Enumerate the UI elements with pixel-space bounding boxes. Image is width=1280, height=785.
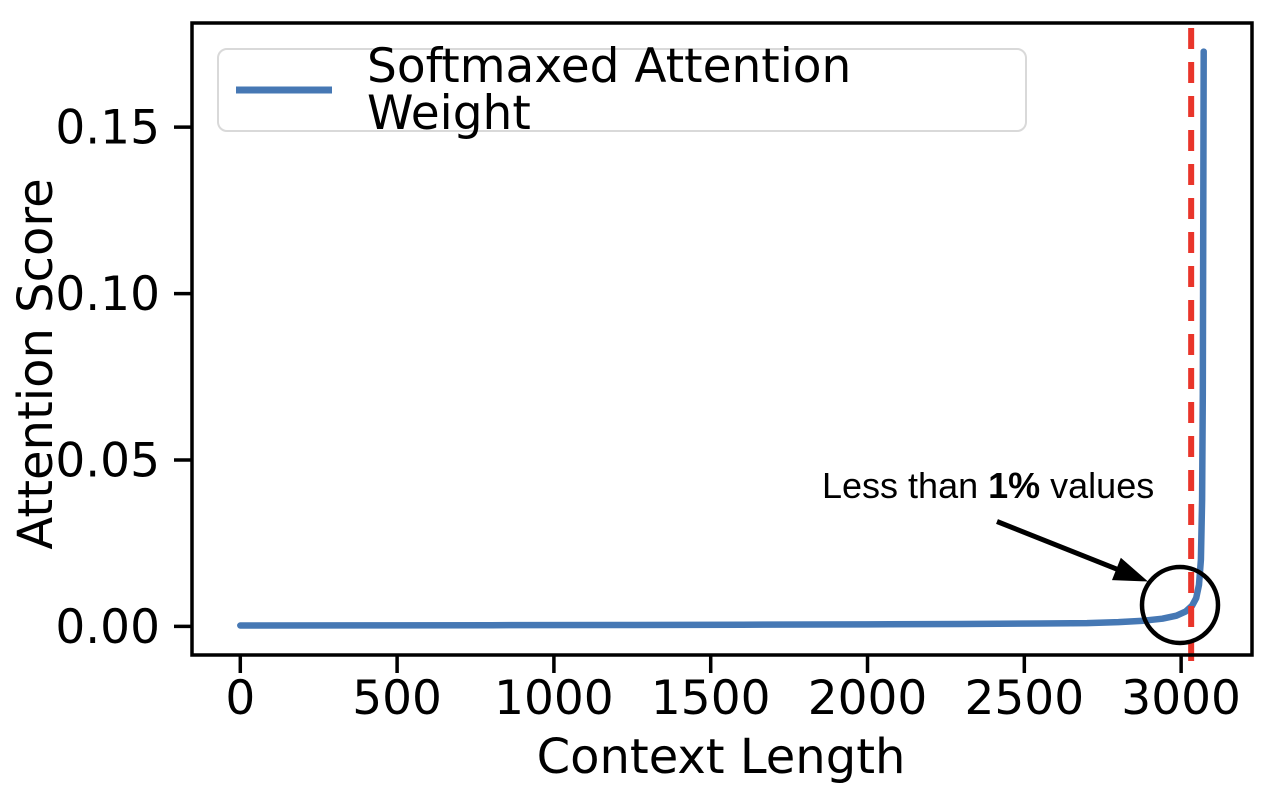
x-axis-label: Context Length <box>536 729 906 785</box>
series-line-softmaxed-attention-weight <box>237 48 1207 629</box>
x-tick-label: 1000 <box>494 671 614 726</box>
x-tick-label: 1500 <box>651 671 771 726</box>
y-tick-label: 0.15 <box>55 101 160 156</box>
x-tick-label: 0 <box>225 671 255 726</box>
annotation-text-suffix: values <box>1040 465 1155 506</box>
y-tick-label: 0.05 <box>55 433 160 488</box>
legend: Softmaxed Attention Weight <box>217 43 1027 137</box>
legend-label: Softmaxed Attention Weight <box>367 39 852 141</box>
legend-line-icon <box>236 86 332 94</box>
plot-frame <box>190 21 1254 657</box>
annotation-arrow-shaft <box>996 519 1122 573</box>
x-tick-label: 500 <box>352 671 442 726</box>
annotation-text-bold: 1% <box>988 465 1041 506</box>
x-tick-label: 2000 <box>808 671 928 726</box>
annotation-text: Less than 1% values <box>822 468 1154 504</box>
annotation-circle <box>1139 564 1221 646</box>
y-tick-label: 0.00 <box>55 600 160 655</box>
y-tick-label: 0.10 <box>55 267 160 322</box>
y-axis-label: Attention Score <box>8 178 64 550</box>
annotation-text-prefix: Less than <box>822 465 989 506</box>
x-tick-label: 3000 <box>1121 671 1241 726</box>
x-tick-label: 2500 <box>965 671 1085 726</box>
annotation-arrow-head <box>1111 557 1148 582</box>
